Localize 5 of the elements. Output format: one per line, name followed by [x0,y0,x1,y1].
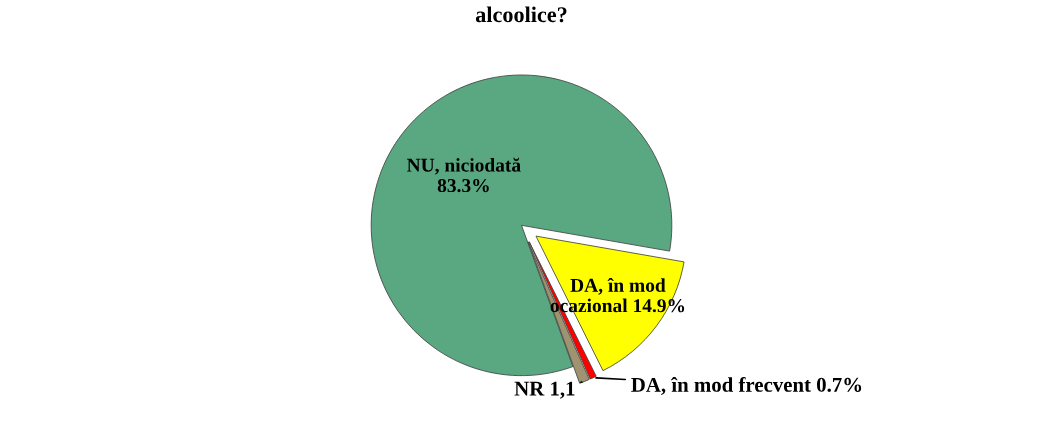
slice-label: NU, niciodată [406,157,521,175]
slice-label: DA, în mod frecvent 0.7% [631,376,862,395]
data-label: 83.3% [437,178,489,193]
chart-title: alcoolice? [475,6,567,23]
slice-label: NR 1,1 [514,381,575,399]
